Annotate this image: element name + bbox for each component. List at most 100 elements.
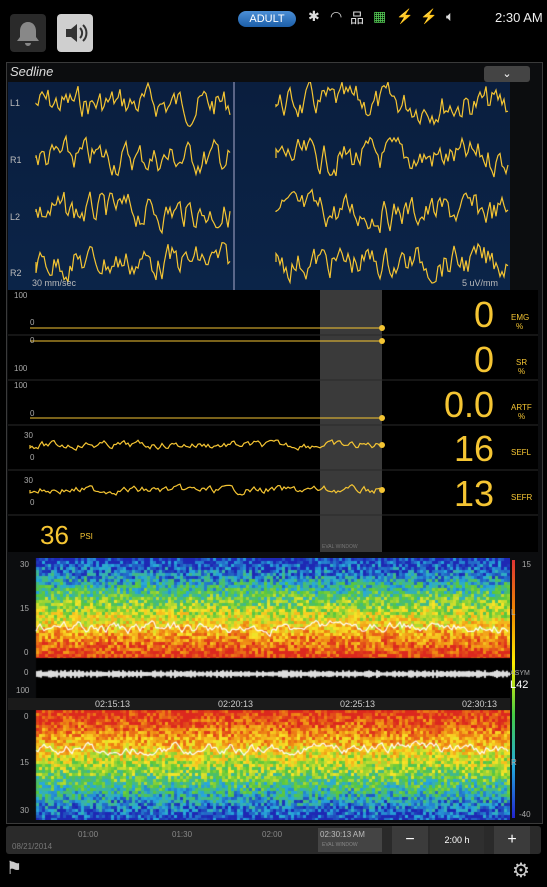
trend-endpoint xyxy=(379,487,385,493)
artf-unit: % xyxy=(518,412,526,421)
eeg-trace xyxy=(35,191,231,235)
trend-area xyxy=(8,290,538,552)
density-spectral-array[interactable] xyxy=(8,558,538,820)
trend-scale-top: 0 xyxy=(30,336,35,345)
emg-unit: % xyxy=(516,322,524,331)
clock: 2:30 AM xyxy=(495,10,543,25)
color-scale-bottom: -40 xyxy=(519,810,531,819)
trend-scale-bottom: 0 xyxy=(30,318,35,327)
gear-icon: ⚙ xyxy=(512,860,530,882)
eeg-trace xyxy=(275,188,509,233)
trend-endpoint xyxy=(379,338,385,344)
spec-freq-top: 30 xyxy=(20,560,29,569)
spectrogram-canvas xyxy=(8,558,538,820)
spec-r-bottom: 30 xyxy=(20,806,29,815)
bluetooth-icon: ✱ xyxy=(308,8,320,24)
timeline-duration[interactable]: 2:00 h xyxy=(430,826,484,854)
timeline-tick: 01:00 xyxy=(78,830,99,839)
grid-icon: ▦ xyxy=(373,8,387,24)
sefl-label: SEFL xyxy=(511,448,532,457)
timeline-current-window[interactable] xyxy=(318,828,382,852)
channel-label: L1 xyxy=(10,98,21,108)
network-icon: 品 xyxy=(350,10,364,26)
spec-freq-zero: 0 xyxy=(24,648,29,657)
eeg-waveforms xyxy=(35,77,509,290)
sefl-value: 16 xyxy=(453,428,494,469)
left-hemisphere-label: L xyxy=(511,608,516,617)
eeg-trace xyxy=(275,136,509,178)
eval-window[interactable] xyxy=(320,290,382,552)
time-label: 02:15:13 xyxy=(95,699,131,709)
speaker-icon xyxy=(66,24,88,42)
artf-value: 0.0 xyxy=(443,384,494,425)
eeg-trace xyxy=(35,81,231,128)
alarm-silence-button[interactable] xyxy=(10,14,46,52)
timeline-date: 08/21/2014 xyxy=(12,842,53,851)
artf-label: ARTF xyxy=(511,403,532,412)
trend-scale-top: 100 xyxy=(14,381,28,390)
settings-button[interactable]: ⚙ xyxy=(512,858,542,884)
time-label: 02:20:13 xyxy=(218,699,254,709)
time-axis xyxy=(8,698,510,710)
timeline-tick: 01:30 xyxy=(172,830,193,839)
channel-label: L2 xyxy=(10,212,21,222)
sr-label: SR xyxy=(516,358,528,367)
eval-window-label: EVAL WINDOW xyxy=(322,544,358,550)
zoom-out-button[interactable]: − xyxy=(392,826,428,854)
patient-mode-badge[interactable]: ADULT xyxy=(238,11,296,27)
trend-scale-top: 30 xyxy=(24,476,33,485)
trend-scale-top: 30 xyxy=(24,431,33,440)
sefr-trend xyxy=(29,483,381,496)
bell-icon xyxy=(17,22,39,46)
emg-label: EMG xyxy=(511,313,530,322)
volume-icon: 🔈︎ xyxy=(446,8,455,24)
spec-r-mid: 15 xyxy=(20,758,29,767)
color-scale-top: 15 xyxy=(522,560,531,569)
spec-freq-mid: 15 xyxy=(20,604,29,613)
panel-title: Sedline xyxy=(10,64,54,79)
timeline-tick: 02:00 xyxy=(262,830,283,839)
psi-label: PSI xyxy=(80,532,93,541)
trend-scale-bottom: 0 xyxy=(30,409,35,418)
sr-value: 0 xyxy=(473,339,494,380)
eeg-trace xyxy=(275,77,509,126)
sefl-trend xyxy=(29,439,381,452)
zoom-in-button[interactable]: + xyxy=(494,826,530,854)
sr-unit: % xyxy=(518,367,526,376)
asym-label: ASYM xyxy=(510,670,530,677)
eeg-trace xyxy=(275,242,509,285)
trend-scale-bottom: 0 xyxy=(30,498,35,507)
asym-tick: 100 xyxy=(16,686,30,695)
time-label: 02:25:13 xyxy=(340,699,376,709)
sefr-value: 13 xyxy=(453,473,494,514)
asym-tick: 0 xyxy=(24,668,29,677)
timeline-current-sub: EVAL WINDOW xyxy=(322,842,358,848)
flag-button[interactable]: ⚑ xyxy=(6,858,36,884)
trend-endpoint xyxy=(379,325,385,331)
eeg-trace xyxy=(35,242,231,283)
channel-label: R2 xyxy=(10,268,22,278)
psi-value: 36 xyxy=(40,520,69,550)
chevron-down-icon: ⌄ xyxy=(502,68,512,80)
timeline-current-time: 02:30:13 AM xyxy=(320,830,365,839)
trend-endpoint xyxy=(379,415,385,421)
sefr-label: SEFR xyxy=(511,493,533,502)
amplitude-scale: 5 uV/mm xyxy=(462,278,499,288)
collapse-button[interactable]: ⌄ xyxy=(484,66,530,82)
trend-scale-bottom: 100 xyxy=(14,364,28,373)
asym-value: L42 xyxy=(510,679,529,691)
right-hemisphere-label: R xyxy=(511,758,517,767)
flag-icon: ⚑ xyxy=(6,858,23,878)
trend-scale-bottom: 0 xyxy=(30,453,35,462)
trend-endpoint xyxy=(379,442,385,448)
color-scale-bar xyxy=(512,560,515,818)
trend-scale-top: 100 xyxy=(14,291,28,300)
spec-r-zero: 0 xyxy=(24,712,29,721)
trend-graphs xyxy=(8,325,538,516)
channel-label: R1 xyxy=(10,155,22,165)
eeg-waveform-area[interactable] xyxy=(8,77,510,290)
battery-icon: ⚡ xyxy=(396,8,414,24)
audio-button[interactable] xyxy=(57,14,93,52)
time-label: 02:30:13 xyxy=(462,699,498,709)
battery-icon: ⚡ xyxy=(420,8,438,24)
